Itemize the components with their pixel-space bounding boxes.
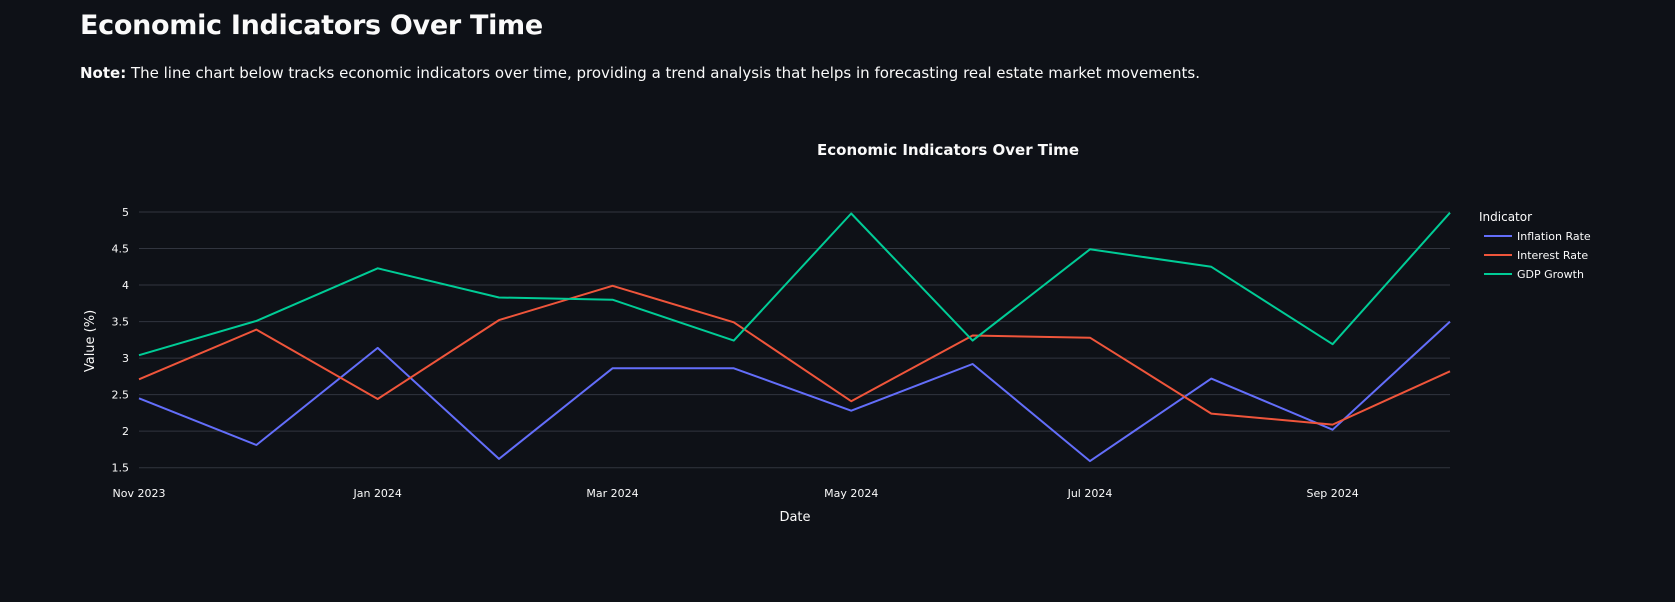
legend-item-interest-rate[interactable]: Interest Rate — [1484, 249, 1588, 262]
chart-note: Note: The line chart below tracks econom… — [80, 64, 1200, 82]
data-point-gdp-growth[interactable] — [1447, 210, 1453, 216]
x-tick-label: Sep 2024 — [1306, 487, 1358, 500]
legend-items[interactable]: Inflation Rate Interest Rate GDP Growth — [1484, 230, 1591, 281]
data-point-interest-rate[interactable] — [253, 327, 259, 333]
data-point-gdp-growth[interactable] — [253, 318, 259, 324]
data-point-inflation-rate[interactable] — [136, 395, 142, 401]
legend-label: Interest Rate — [1517, 249, 1588, 262]
data-point-gdp-growth[interactable] — [610, 297, 616, 303]
y-tick-label: 5 — [122, 206, 129, 219]
legend-title: Indicator — [1479, 210, 1532, 224]
data-point-interest-rate[interactable] — [375, 396, 381, 402]
data-point-interest-rate[interactable] — [496, 317, 502, 323]
data-point-inflation-rate[interactable] — [610, 365, 616, 371]
data-point-inflation-rate[interactable] — [253, 442, 259, 448]
y-tick-label: 4.5 — [112, 243, 130, 256]
legend-item-gdp-growth[interactable]: GDP Growth — [1484, 268, 1584, 281]
data-point-interest-rate[interactable] — [136, 376, 142, 382]
data-point-gdp-growth[interactable] — [731, 338, 737, 344]
y-tick-label: 4 — [122, 279, 129, 292]
y-tick-label: 3.5 — [112, 316, 130, 329]
data-point-interest-rate[interactable] — [731, 319, 737, 325]
data-point-inflation-rate[interactable] — [731, 365, 737, 371]
note-label: Note: — [80, 64, 127, 82]
legend[interactable]: Indicator Inflation Rate Interest Rate GDP… — [1479, 210, 1591, 281]
y-tick-label: 2 — [122, 425, 129, 438]
data-point-inflation-rate[interactable] — [1330, 427, 1336, 433]
y-tick-label: 2.5 — [112, 389, 130, 402]
note-text: The line chart below tracks economic ind… — [126, 64, 1200, 82]
data-point-inflation-rate[interactable] — [375, 345, 381, 351]
data-point-gdp-growth[interactable] — [1208, 264, 1214, 270]
data-point-interest-rate[interactable] — [1087, 335, 1093, 341]
data-point-gdp-growth[interactable] — [970, 338, 976, 344]
legend-label: Inflation Rate — [1517, 230, 1591, 243]
data-point-interest-rate[interactable] — [1330, 422, 1336, 428]
x-axis-label: Date — [779, 510, 810, 525]
legend-label: GDP Growth — [1517, 268, 1584, 281]
data-point-gdp-growth[interactable] — [136, 352, 142, 358]
page-title: Economic Indicators Over Time — [80, 10, 543, 41]
x-tick-label: Jul 2024 — [1067, 487, 1113, 500]
series-line-interest-rate[interactable] — [138, 284, 1451, 426]
data-point-gdp-growth[interactable] — [375, 265, 381, 271]
data-point-inflation-rate[interactable] — [496, 456, 502, 462]
data-point-interest-rate[interactable] — [1208, 411, 1214, 417]
legend-item-inflation-rate[interactable]: Inflation Rate — [1484, 230, 1591, 243]
data-point-gdp-growth[interactable] — [848, 210, 854, 216]
data-point-gdp-growth[interactable] — [1330, 341, 1336, 347]
series-lines — [136, 210, 1453, 464]
grid-lines — [139, 211, 1450, 469]
data-point-interest-rate[interactable] — [1447, 368, 1453, 374]
data-point-inflation-rate[interactable] — [1208, 376, 1214, 382]
data-point-gdp-growth[interactable] — [1087, 246, 1093, 252]
chart-title: Economic Indicators Over Time — [817, 141, 1079, 159]
data-point-interest-rate[interactable] — [848, 398, 854, 404]
data-point-inflation-rate[interactable] — [1087, 458, 1093, 464]
series-line-inflation-rate[interactable] — [138, 320, 1451, 463]
data-point-gdp-growth[interactable] — [496, 294, 502, 300]
y-axis-ticks: 1.5 2 2.5 3 3.5 4 4.5 5 — [112, 206, 130, 475]
data-point-inflation-rate[interactable] — [970, 361, 976, 367]
y-axis-label: Value (%) — [83, 310, 98, 372]
data-point-inflation-rate[interactable] — [848, 408, 854, 414]
series-line-gdp-growth[interactable] — [138, 212, 1451, 357]
x-tick-label: Mar 2024 — [586, 487, 638, 500]
data-point-interest-rate[interactable] — [610, 283, 616, 289]
x-tick-label: May 2024 — [824, 487, 878, 500]
x-tick-label: Jan 2024 — [352, 487, 401, 500]
y-tick-label: 1.5 — [112, 462, 130, 475]
x-axis-ticks: Nov 2023 Jan 2024 Mar 2024 May 2024 Jul 2024… — [113, 487, 1359, 500]
x-tick-label: Nov 2023 — [113, 487, 166, 500]
y-tick-label: 3 — [122, 352, 129, 365]
data-point-inflation-rate[interactable] — [1447, 319, 1453, 325]
